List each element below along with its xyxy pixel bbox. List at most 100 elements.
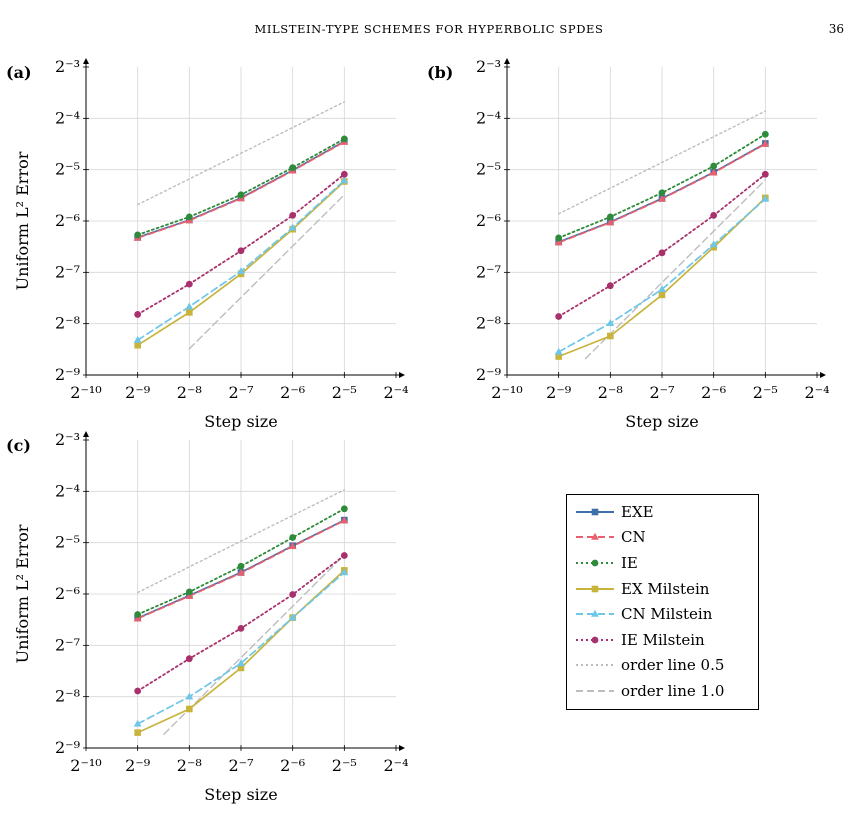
- y-axis-label: Uniform L² Error: [13, 524, 32, 663]
- legend-swatch-icon: [576, 508, 614, 516]
- x-tick-label: 2⁻⁴: [383, 756, 408, 775]
- y-axis-arrow-icon: [83, 431, 89, 437]
- point-cn-milstein: [237, 267, 245, 275]
- series-order-line-1-0: [163, 554, 345, 735]
- y-tick-label: 2⁻⁸: [476, 314, 501, 333]
- x-tick-label: 2⁻⁴: [383, 383, 408, 402]
- x-tick-label: 2⁻⁶: [280, 383, 305, 402]
- panel-label: (b): [427, 63, 453, 82]
- point-ie-milstein: [289, 591, 297, 598]
- x-tick-label: 2⁻⁶: [701, 383, 726, 402]
- point-cn: [237, 568, 245, 576]
- y-tick-label: 2⁻⁵: [476, 160, 501, 179]
- point-ie: [185, 213, 193, 221]
- point-cn-milstein: [133, 335, 142, 343]
- x-axis-arrow-icon: [399, 745, 405, 751]
- x-tick-label: 2⁻⁹: [546, 383, 572, 402]
- point-ie: [289, 534, 297, 541]
- point-ie-milstein: [658, 249, 666, 257]
- x-axis-label: Step size: [204, 785, 277, 804]
- point-ex-milstein: [186, 309, 193, 316]
- legend-marker-icon: [591, 533, 599, 541]
- point-cn: [606, 218, 615, 226]
- legend-label: CN: [621, 528, 646, 547]
- point-ie-milstein: [555, 313, 563, 320]
- point-ie-milstein: [289, 211, 297, 219]
- y-tick-label: 2⁻³: [476, 57, 501, 76]
- legend-label: order line 0.5: [621, 656, 725, 675]
- point-ie: [555, 234, 563, 242]
- series-cn-milstein: [554, 194, 770, 355]
- point-cn: [709, 168, 718, 176]
- point-ie: [237, 562, 245, 570]
- series-line-order-line-1-0: [163, 554, 345, 735]
- point-ex-milstein: [134, 341, 141, 349]
- x-axis-arrow-icon: [820, 372, 826, 378]
- x-axis-arrow-icon: [399, 372, 405, 378]
- chart-panel-b: 2⁻¹⁰ 2⁻⁹ 2⁻⁸ 2⁻⁷ 2⁻⁶ 2⁻⁵ 2⁻⁴2⁻⁹2⁻⁸2⁻⁷2⁻⁶2⁻⁵2⁻⁴…: [427, 57, 830, 431]
- point-ie: [710, 162, 718, 170]
- page-header: MILSTEIN-TYPE SCHEMES FOR HYPERBOLIC SPD…: [0, 0, 858, 40]
- x-tick-label: 2⁻⁸: [177, 756, 202, 775]
- series-line-order-line-0-5: [136, 101, 345, 206]
- point-ie-milstein: [185, 655, 193, 663]
- point-ie: [658, 189, 666, 197]
- legend-label: IE Milstein: [621, 630, 705, 649]
- series-line-order-line-0-5: [136, 489, 345, 594]
- point-ie-milstein: [606, 282, 614, 290]
- point-ie: [340, 505, 348, 513]
- point-cn-milstein: [185, 302, 194, 310]
- point-cn-milstein: [288, 613, 297, 621]
- running-title: MILSTEIN-TYPE SCHEMES FOR HYPERBOLIC SPD…: [254, 22, 604, 36]
- x-tick-label: 2⁻⁵: [332, 383, 357, 402]
- x-axis-label: Step size: [625, 412, 698, 431]
- y-tick-label: 2⁻⁶: [476, 211, 501, 230]
- point-cn-milstein: [554, 347, 563, 355]
- point-cn: [761, 139, 770, 147]
- point-cn-milstein: [606, 318, 615, 326]
- series-cn-milstein: [133, 176, 349, 343]
- point-cn-milstein: [133, 719, 142, 727]
- series-cn: [554, 139, 770, 246]
- legend-swatch-icon: [576, 689, 614, 692]
- y-tick-label: 2⁻⁷: [55, 262, 80, 281]
- y-tick-label: 2⁻⁴: [55, 108, 80, 127]
- series-ie: [555, 130, 769, 242]
- y-axis-arrow-icon: [83, 58, 89, 64]
- legend-swatch-icon: [576, 559, 614, 567]
- legend-item: order line 0.5: [573, 653, 752, 679]
- y-tick-label: 2⁻³: [55, 57, 80, 76]
- point-cn-milstein: [340, 176, 349, 184]
- point-ex-milstein: [607, 332, 614, 340]
- series-order-line-1-0: [188, 194, 345, 350]
- y-tick-label: 2⁻⁵: [55, 160, 80, 179]
- series-order-line-1-0: [584, 179, 766, 360]
- y-axis-label: Uniform L² Error: [13, 151, 32, 290]
- point-cn: [340, 516, 349, 524]
- point-ie-milstein: [185, 280, 193, 288]
- legend-label: EX Milstein: [621, 579, 710, 598]
- legend-swatch-icon: [576, 609, 614, 617]
- point-ie-milstein: [340, 552, 348, 559]
- legend-item: CN: [573, 525, 752, 551]
- panel-label: (c): [6, 436, 31, 455]
- point-ie: [134, 231, 142, 239]
- legend-swatch-icon: [576, 585, 614, 592]
- panel-label: (a): [6, 63, 32, 82]
- series-ie: [134, 505, 348, 618]
- legend-item: order line 1.0: [573, 678, 752, 704]
- legend-marker-icon: [591, 609, 599, 617]
- series-ie-milstein: [134, 170, 348, 318]
- point-cn-milstein: [709, 240, 718, 248]
- series-ie: [134, 135, 348, 239]
- series-cn-milstein: [133, 568, 349, 727]
- series-order-line-0-5: [136, 101, 345, 206]
- point-ex-milstein: [658, 291, 666, 299]
- legend-swatch-icon: [576, 664, 614, 667]
- x-tick-label: 2⁻¹⁰: [70, 383, 101, 402]
- point-ie-milstein: [134, 311, 142, 318]
- series-line-ie: [136, 507, 346, 616]
- y-tick-label: 2⁻⁷: [55, 635, 80, 654]
- legend-marker-icon: [591, 508, 599, 516]
